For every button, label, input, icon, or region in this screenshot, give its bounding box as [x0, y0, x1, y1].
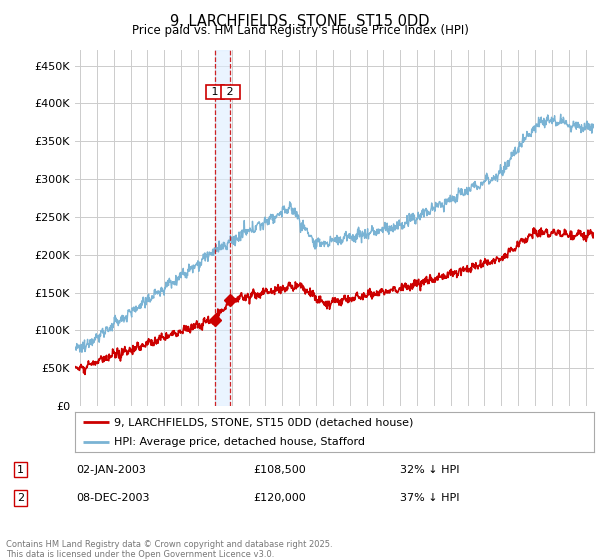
- Text: 37% ↓ HPI: 37% ↓ HPI: [400, 493, 460, 503]
- Text: 9, LARCHFIELDS, STONE, ST15 0DD: 9, LARCHFIELDS, STONE, ST15 0DD: [170, 14, 430, 29]
- Text: HPI: Average price, detached house, Stafford: HPI: Average price, detached house, Staf…: [114, 437, 365, 446]
- Text: 32% ↓ HPI: 32% ↓ HPI: [400, 465, 460, 474]
- Text: 9, LARCHFIELDS, STONE, ST15 0DD (detached house): 9, LARCHFIELDS, STONE, ST15 0DD (detache…: [114, 417, 413, 427]
- Text: Contains HM Land Registry data © Crown copyright and database right 2025.
This d: Contains HM Land Registry data © Crown c…: [6, 540, 332, 559]
- Text: £108,500: £108,500: [253, 465, 306, 474]
- Text: Price paid vs. HM Land Registry's House Price Index (HPI): Price paid vs. HM Land Registry's House …: [131, 24, 469, 37]
- Text: 2: 2: [223, 87, 238, 97]
- Bar: [215, 50, 230, 406]
- Text: 1: 1: [208, 87, 222, 97]
- Text: 1: 1: [17, 465, 24, 474]
- Text: 2: 2: [17, 493, 24, 503]
- Text: £120,000: £120,000: [253, 493, 306, 503]
- Text: 02-JAN-2003: 02-JAN-2003: [77, 465, 146, 474]
- Text: 08-DEC-2003: 08-DEC-2003: [77, 493, 150, 503]
